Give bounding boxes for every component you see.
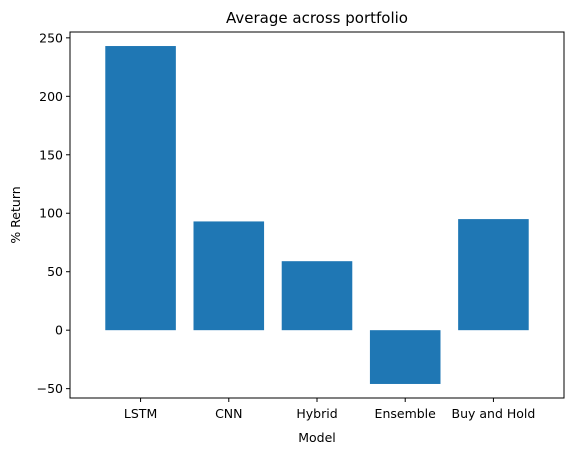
- plot-frame: [69, 31, 565, 399]
- bar-buy-and-hold: [458, 219, 529, 331]
- x-tick-label: LSTM: [124, 406, 157, 421]
- bar-cnn: [193, 221, 265, 331]
- x-axis-label: Model: [298, 430, 336, 445]
- x-tick-label: Hybrid: [296, 406, 337, 421]
- x-tick-label: CNN: [215, 406, 242, 421]
- bar-ensemble: [369, 330, 441, 384]
- bars-group: [105, 46, 529, 384]
- y-tick-label: 200: [39, 89, 63, 104]
- bar-hybrid: [281, 261, 353, 331]
- bar-lstm: [105, 46, 176, 331]
- y-tick-label: 150: [39, 147, 63, 162]
- y-axis: −50 0 50 100 150 200 250: [37, 30, 70, 396]
- y-tick-label: 100: [39, 206, 63, 221]
- y-tick-label: 250: [39, 30, 63, 45]
- y-axis-label: % Return: [8, 186, 23, 243]
- y-tick-label: 0: [55, 323, 63, 338]
- x-axis: LSTM CNN Hybrid Ensemble Buy and Hold: [124, 398, 535, 421]
- chart-title: Average across portfolio: [226, 9, 408, 27]
- x-tick-label: Ensemble: [375, 406, 437, 421]
- x-tick-label: Buy and Hold: [452, 406, 536, 421]
- y-tick-label: −50: [37, 381, 63, 396]
- y-tick-label: 50: [47, 264, 63, 279]
